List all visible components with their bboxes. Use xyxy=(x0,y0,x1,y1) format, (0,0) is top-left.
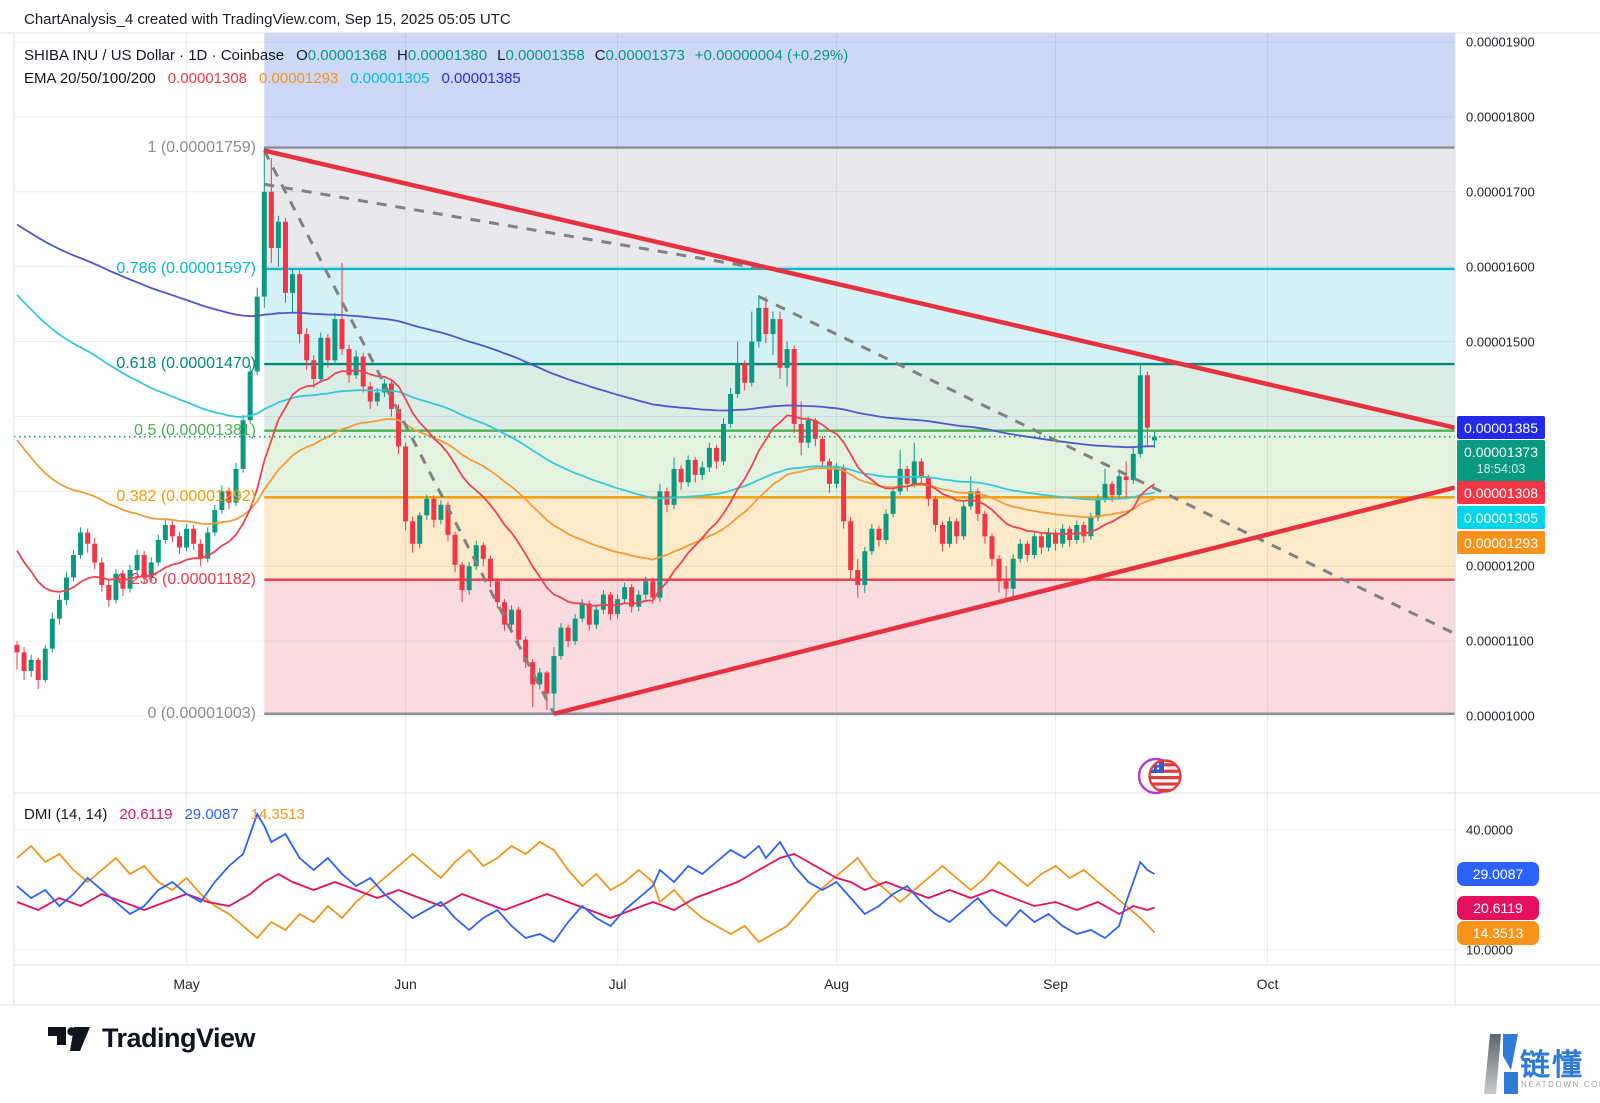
dmi-lines xyxy=(16,811,1156,944)
dmi-axis-tick: 40.0000 xyxy=(1466,822,1513,838)
us-flag-watermark-icon xyxy=(1137,755,1187,802)
time-axis-month-label: Jun xyxy=(394,976,417,992)
dmi-value-badge: 20.6119 xyxy=(1457,895,1539,920)
time-axis-month-label: Sep xyxy=(1043,976,1069,992)
ema-price-badge: 0.00001308 xyxy=(1457,481,1545,504)
time-axis-month-label: Aug xyxy=(824,976,849,992)
fib-label: 0.618 (0.00001470) xyxy=(116,355,256,373)
dmi-value-badge: 29.0087 xyxy=(1457,861,1539,886)
price-axis-tick: 0.00001600 xyxy=(1466,259,1535,275)
ema-200-line xyxy=(16,223,1155,449)
ohlc-high: H0.00001380 xyxy=(397,47,488,64)
partner-name: 链懂 xyxy=(1520,1049,1584,1082)
tradingview-wordmark: TradingView xyxy=(102,1022,256,1053)
partner-subtitle: NEATDOWN.COM xyxy=(1521,1080,1600,1089)
current-price-badge: 0.00001373 18:54:03 xyxy=(1457,440,1545,482)
ema-legend-value: 0.00001385 xyxy=(441,70,521,87)
fib-label: 0.786 (0.00001597) xyxy=(116,259,256,277)
price-axis-tick: 0.00001200 xyxy=(1466,558,1535,574)
fib-label: 1 (0.00001759) xyxy=(147,138,256,156)
dashed-pattern-lines xyxy=(262,149,1455,715)
ema-legend-value: 0.00001308 xyxy=(167,70,248,87)
ema-legend-label: EMA 20/50/100/200 xyxy=(24,70,156,87)
dmi-value-badge: 14.3513 xyxy=(1457,920,1539,945)
ema-price-badge: 0.00001293 xyxy=(1457,531,1545,554)
symbol-legend: SHIBA INU / US Dollar · 1D · Coinbase O0.… xyxy=(24,47,848,64)
dmi-legend-value: 20.6119 xyxy=(119,806,173,823)
fib-label: 0 (0.00001003) xyxy=(147,704,256,722)
trendlines xyxy=(263,148,1455,716)
change-value: +0.00000004 (+0.29%) xyxy=(694,47,849,64)
ema-price-badge: 0.00001305 xyxy=(1457,506,1545,529)
ema-20-line xyxy=(16,369,1156,607)
fib-label: 0.236 (0.00001182) xyxy=(117,570,256,588)
ema-50-line xyxy=(16,418,1155,561)
dmi-legend-values: 20.6119 29.0087 14.3513 xyxy=(119,806,317,823)
dashed-line xyxy=(264,182,760,270)
fib-band xyxy=(264,430,1455,498)
trendline xyxy=(263,148,1455,430)
fib-band xyxy=(264,147,1455,269)
price-axis-tick: 0.00001500 xyxy=(1466,334,1535,350)
ema-legend-values: 0.00001308 0.00001293 0.00001305 0.00001385 xyxy=(168,70,533,87)
ohlc-low: L0.00001358 xyxy=(497,47,585,64)
price-axis-tick: 0.00001700 xyxy=(1466,184,1535,200)
time-axis-month-label: Oct xyxy=(1256,976,1279,992)
fib-band-above-1 xyxy=(264,33,1455,148)
ohlc-open: O0.00001368 xyxy=(296,47,388,64)
fib-band xyxy=(264,268,1455,365)
dmi-orange-line xyxy=(16,840,1156,944)
trendline xyxy=(553,485,1455,716)
dmi-legend-value: 14.3513 xyxy=(250,806,305,823)
page-title: ChartAnalysis_4 created with TradingView… xyxy=(24,11,511,28)
ema-legend-value: 0.00001305 xyxy=(350,70,430,87)
fib-band xyxy=(264,364,1455,431)
dmi-legend-value: 29.0087 xyxy=(184,806,239,823)
ema-100-line xyxy=(16,294,1155,501)
tradingview-logo: TradingView xyxy=(46,1022,256,1054)
price-axis-tick: 0.00001000 xyxy=(1466,708,1535,724)
ema-price-badge: 0.00001385 xyxy=(1457,416,1545,439)
ohlc-close: C0.00001373 xyxy=(594,47,685,64)
dmi-legend-label: DMI (14, 14) xyxy=(24,806,108,823)
price-axis-tick: 0.00001900 xyxy=(1466,34,1535,50)
price-axis-tick: 0.00001800 xyxy=(1466,109,1535,125)
ema-legend-value: 0.00001293 xyxy=(259,70,339,87)
dmi-blue-line xyxy=(16,811,1155,944)
price-axis-tick: 0.00001100 xyxy=(1466,633,1534,649)
tradingview-glyph-icon xyxy=(48,1027,90,1051)
fib-band xyxy=(264,579,1455,714)
time-axis-month-label: May xyxy=(173,976,200,992)
fib-zone-bands xyxy=(264,33,1455,714)
partner-logo-mark-icon xyxy=(1484,1034,1518,1094)
fib-label: 0.382 (0.00001292) xyxy=(116,488,256,506)
symbol-name: SHIBA INU / US Dollar · 1D · Coinbase xyxy=(24,47,285,64)
dashed-line xyxy=(758,295,1455,635)
dmi-legend: DMI (14, 14) 20.6119 29.0087 14.3513 xyxy=(24,806,317,823)
fib-label: 0.5 (0.00001381) xyxy=(134,421,256,439)
ema-legend: EMA 20/50/100/200 0.00001308 0.00001293 0.0… xyxy=(24,70,533,87)
time-axis-month-label: Jul xyxy=(608,976,627,992)
ema-lines xyxy=(16,223,1156,607)
pane-borders xyxy=(0,32,1600,1006)
dmi-axis-tick: 10.0000 xyxy=(1466,942,1513,958)
